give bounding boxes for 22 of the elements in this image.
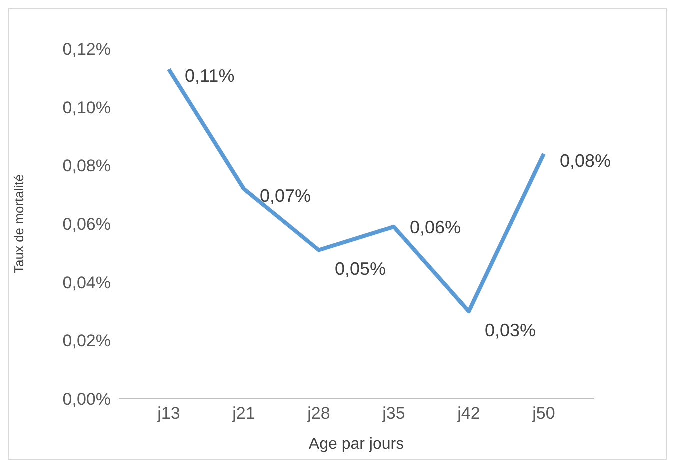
data-label: 0,07% bbox=[260, 186, 312, 206]
y-tick-label: 0,00% bbox=[62, 390, 111, 410]
x-tick-label: j42 bbox=[456, 404, 480, 424]
y-tick-label: 0,04% bbox=[62, 273, 111, 292]
y-tick-label: 0,08% bbox=[62, 156, 111, 176]
data-label: 0,06% bbox=[410, 218, 462, 238]
y-tick-label: 0,02% bbox=[62, 332, 111, 351]
x-tick-label: j28 bbox=[306, 404, 330, 424]
y-tick-label: 0,12% bbox=[62, 40, 111, 60]
x-tick-label: j21 bbox=[232, 404, 256, 424]
data-label: 0,11% bbox=[185, 66, 235, 86]
y-axis-title: Taux de mortalité bbox=[12, 174, 27, 274]
data-label: 0,03% bbox=[485, 320, 536, 340]
data-label: 0,05% bbox=[335, 259, 386, 279]
x-tick-label: j50 bbox=[532, 404, 556, 424]
data-label: 0,08% bbox=[560, 150, 612, 171]
x-tick-label: j13 bbox=[156, 404, 180, 424]
x-tick-label: j35 bbox=[382, 404, 406, 424]
y-tick-label: 0,10% bbox=[62, 98, 111, 118]
line-series bbox=[167, 67, 546, 314]
x-axis-title: Age par jours bbox=[308, 436, 404, 453]
y-tick-label: 0,06% bbox=[62, 215, 111, 234]
